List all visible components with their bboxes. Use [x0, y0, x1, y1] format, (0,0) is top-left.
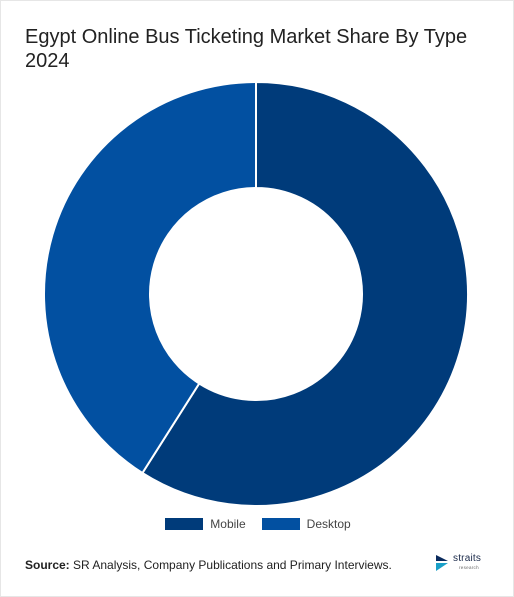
donut-slice-mobile[interactable]: [141, 80, 469, 507]
logo-wordmark: straits: [453, 553, 482, 564]
legend-item-mobile[interactable]: Mobile: [165, 517, 246, 531]
legend-label-desktop: Desktop: [306, 517, 351, 531]
logo-subtext: research: [459, 565, 479, 570]
source-label: Source:: [25, 558, 70, 572]
source-text: SR Analysis, Company Publications and Pr…: [73, 558, 392, 572]
donut-chart: [43, 80, 469, 507]
straits-logo-icon: [436, 555, 448, 571]
legend-label-mobile: Mobile: [210, 517, 246, 531]
chart-legend: Mobile Desktop: [1, 517, 514, 531]
straits-logo: straits research: [435, 552, 495, 574]
legend-swatch-mobile: [165, 518, 204, 530]
legend-swatch-desktop: [261, 518, 300, 530]
legend-item-desktop[interactable]: Desktop: [261, 517, 351, 531]
chart-title: Egypt Online Bus Ticketing Market Share …: [25, 26, 468, 72]
donut-slice-desktop[interactable]: [43, 80, 257, 475]
source-note: Source: SR Analysis, Company Publication…: [25, 558, 392, 572]
